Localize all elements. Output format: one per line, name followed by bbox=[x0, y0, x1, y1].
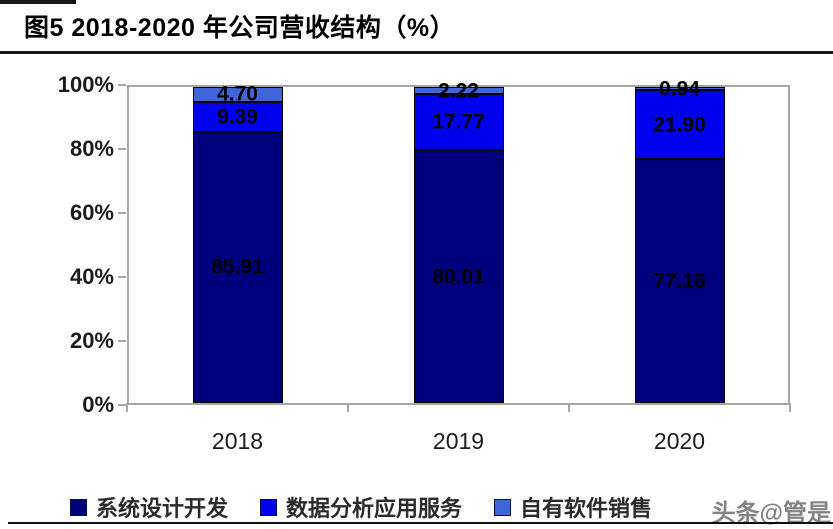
legend-label: 自有软件销售 bbox=[520, 496, 653, 522]
top-accent-line bbox=[0, 0, 76, 4]
data-label: 80.01 bbox=[432, 265, 485, 289]
x-axis-labels: 2018 2019 2020 bbox=[127, 428, 790, 458]
x-axis-ticks bbox=[126, 403, 791, 413]
x-tick-mark bbox=[126, 403, 128, 412]
y-tick-mark bbox=[118, 84, 126, 86]
y-tick-mark bbox=[118, 276, 126, 278]
y-tick-label: 0% bbox=[82, 392, 114, 417]
y-tick-mark bbox=[118, 404, 126, 406]
legend-swatch-icon bbox=[494, 498, 512, 516]
figure-title: 图5 2018-2020 年公司营收结构（%） bbox=[24, 14, 456, 42]
y-tick-label: 100% bbox=[57, 72, 114, 97]
data-label: 9.39 bbox=[217, 105, 258, 129]
stacked-bar-2020: 77.16 21.90 0.94 bbox=[634, 78, 725, 403]
segment-数据分析应用服务: 21.90 bbox=[634, 89, 725, 160]
data-label: 77.16 bbox=[653, 269, 706, 293]
y-tick-label: 40% bbox=[69, 264, 114, 289]
x-tick-mark bbox=[789, 403, 791, 412]
bar-column-2020: 77.16 21.90 0.94 bbox=[569, 78, 790, 403]
x-tick-mark bbox=[346, 403, 349, 412]
legend-label: 数据分析应用服务 bbox=[286, 496, 463, 522]
stacked-bar-2018: 85.91 9.39 4.70 bbox=[192, 84, 283, 403]
legend-item: 系统设计开发 bbox=[70, 491, 228, 523]
segment-自有软件销售: 0.94 bbox=[634, 78, 725, 99]
x-tick-mark bbox=[567, 403, 570, 412]
data-label: 4.70 bbox=[217, 82, 258, 106]
y-tick-mark bbox=[118, 212, 126, 214]
x-category-label: 2019 bbox=[432, 428, 485, 454]
y-tick-label: 60% bbox=[69, 200, 114, 225]
x-category-label: 2018 bbox=[211, 428, 264, 454]
data-label: 21.90 bbox=[653, 113, 706, 137]
stacked-bar-2019: 80.01 17.77 2.22 bbox=[413, 80, 504, 403]
y-tick-label: 80% bbox=[69, 136, 114, 161]
bar-column-2019: 80.01 17.77 2.22 bbox=[348, 80, 569, 403]
legend-swatch-icon bbox=[260, 498, 278, 516]
y-axis-labels: 0% 20% 40% 60% 80% 100% bbox=[0, 72, 114, 417]
data-label: 0.94 bbox=[659, 77, 700, 100]
segment-数据分析应用服务: 17.77 bbox=[413, 94, 504, 151]
y-tick-label: 20% bbox=[69, 328, 114, 353]
segment-系统设计开发: 80.01 bbox=[413, 150, 504, 403]
x-category-label: 2020 bbox=[653, 428, 706, 454]
legend-label: 系统设计开发 bbox=[96, 496, 229, 522]
segment-自有软件销售: 2.22 bbox=[413, 80, 504, 101]
y-tick-mark bbox=[118, 340, 126, 342]
title-divider bbox=[0, 51, 833, 54]
bar-column-2018: 85.91 9.39 4.70 bbox=[127, 84, 348, 403]
segment-系统设计开发: 85.91 bbox=[192, 131, 283, 403]
data-label: 17.77 bbox=[432, 110, 485, 134]
segment-自有软件销售: 4.70 bbox=[192, 84, 283, 105]
y-tick-mark bbox=[118, 148, 126, 150]
legend-item: 自有软件销售 bbox=[494, 491, 652, 523]
segment-数据分析应用服务: 9.39 bbox=[192, 101, 283, 132]
legend-swatch-icon bbox=[70, 498, 87, 516]
bottom-divider bbox=[8, 522, 833, 524]
legend-item: 数据分析应用服务 bbox=[260, 491, 462, 523]
chart-legend: 系统设计开发 数据分析应用服务 自有软件销售 bbox=[70, 491, 652, 523]
plot-area: 85.91 9.39 4.70 80.01 17.77 2.22 77.16 21.90 0.9… bbox=[127, 78, 790, 405]
segment-系统设计开发: 77.16 bbox=[634, 159, 725, 403]
data-label: 85.91 bbox=[211, 255, 264, 279]
data-label: 2.22 bbox=[438, 79, 479, 103]
y-axis-ticks bbox=[118, 84, 126, 406]
